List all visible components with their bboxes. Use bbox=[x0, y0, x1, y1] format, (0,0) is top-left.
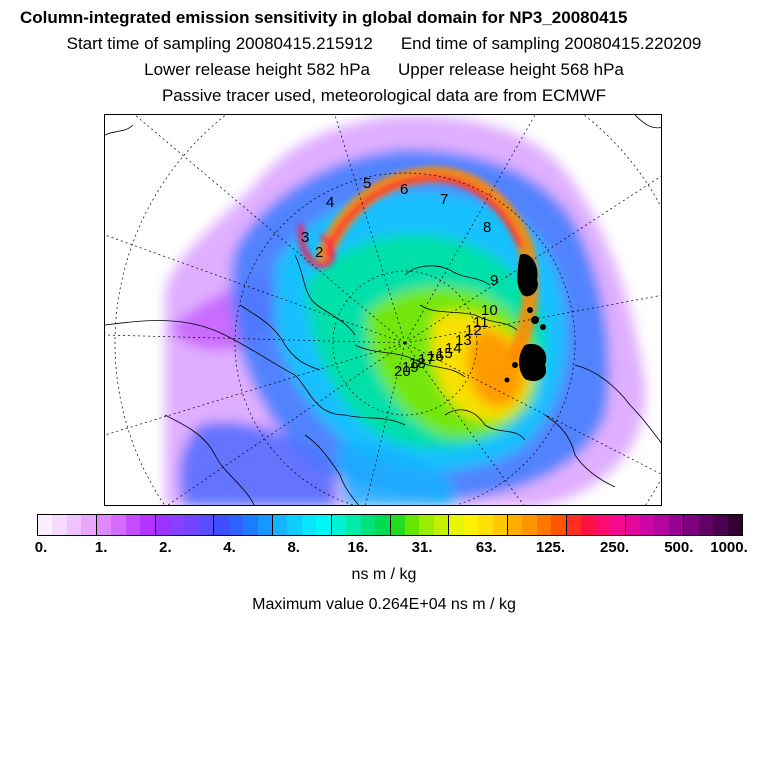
colorbar-segment bbox=[95, 515, 112, 535]
colorbar-segment bbox=[198, 515, 214, 535]
colorbar-segment bbox=[66, 515, 82, 535]
colorbar-tick-label: 2. bbox=[159, 539, 172, 556]
sampling-times: Start time of sampling 20080415.215912 En… bbox=[0, 34, 768, 54]
colorbar-segment bbox=[125, 515, 141, 535]
colorbar-units: ns m / kg bbox=[351, 566, 417, 583]
colorbar-segment bbox=[301, 515, 317, 535]
colorbar-tick-label: 250. bbox=[600, 539, 630, 556]
colorbar-segment bbox=[565, 515, 582, 535]
sensitivity-map: 5 6 7 4 8 3 2 9 10 11 12 13 14 15 16 17 … bbox=[104, 114, 662, 506]
traj-label-15: 15 bbox=[436, 345, 453, 362]
colorbar-segment bbox=[624, 515, 640, 535]
start-time: Start time of sampling 20080415.215912 bbox=[66, 34, 373, 53]
colorbar-segment bbox=[52, 515, 67, 535]
coastlines bbox=[105, 115, 661, 505]
traj-label-16: 16 bbox=[427, 348, 444, 365]
colorbar-segment bbox=[184, 515, 199, 535]
colorbar-segment bbox=[287, 515, 302, 535]
colorbar-segment bbox=[389, 515, 405, 535]
traj-label-12: 12 bbox=[465, 322, 482, 339]
colorbar-segment bbox=[610, 515, 625, 535]
release-heights: Lower release height 582 hPa Upper releas… bbox=[0, 60, 768, 80]
traj-label-11: 11 bbox=[473, 314, 489, 331]
colorbar-segment bbox=[375, 515, 390, 535]
traj-label-8: 8 bbox=[483, 219, 491, 236]
colorbar-segment bbox=[111, 515, 126, 535]
colorbar-segment bbox=[213, 515, 229, 535]
traj-label-20: 20 bbox=[394, 363, 411, 380]
tracer-note: Passive tracer used, meteorological data… bbox=[161, 86, 607, 105]
colorbar-segment bbox=[169, 515, 185, 535]
colorbar-segment bbox=[713, 515, 728, 535]
colorbar-segment bbox=[360, 515, 376, 535]
colorbar-segment bbox=[346, 515, 361, 535]
traj-label-6: 6 bbox=[400, 181, 408, 198]
colorbar-segment bbox=[140, 515, 155, 535]
colorbar-segment bbox=[581, 515, 596, 535]
colorbar-tick-label: 500. bbox=[664, 539, 694, 556]
colorbar-tick-label: 16. bbox=[347, 539, 369, 556]
colorbar-tick-label: 63. bbox=[475, 539, 497, 556]
colorbar-segment bbox=[154, 515, 170, 535]
colorbar-tick-label: 31. bbox=[411, 539, 433, 556]
colorbar-segment bbox=[243, 515, 258, 535]
colorbar-segment bbox=[492, 515, 507, 535]
upper-release-height: Upper release height 568 hPa bbox=[398, 60, 624, 79]
colorbar-segment bbox=[698, 515, 714, 535]
traj-label-7: 7 bbox=[440, 191, 448, 208]
colorbar-segment bbox=[316, 515, 331, 535]
traj-label-10: 10 bbox=[481, 302, 498, 319]
traj-label-14: 14 bbox=[445, 340, 462, 357]
colorbar-segment bbox=[478, 515, 493, 535]
traj-label-4: 4 bbox=[326, 194, 334, 211]
colorbar-tick-label: 1. bbox=[94, 539, 108, 556]
high-sensitivity-patches bbox=[504, 254, 547, 383]
colorbar-tick-label: 125. bbox=[535, 539, 566, 556]
colorbar-segment bbox=[272, 515, 288, 535]
colorbar-tick-label: 1000. bbox=[710, 539, 748, 556]
lower-release-height: Lower release height 582 hPa bbox=[144, 60, 370, 79]
traj-label-5: 5 bbox=[363, 175, 371, 192]
traj-label-2: 2 bbox=[315, 244, 323, 261]
colorbar-tick-label: 4. bbox=[223, 539, 236, 556]
colorbar-segment bbox=[507, 515, 523, 535]
colorbar-segment bbox=[81, 515, 96, 535]
colorbar-segment bbox=[228, 515, 244, 535]
traj-label-3: 3 bbox=[301, 229, 309, 246]
colorbar-segment bbox=[551, 515, 566, 535]
colorbar-segment bbox=[522, 515, 537, 535]
colorbar-segment bbox=[404, 515, 420, 535]
traj-label-17: 17 bbox=[418, 351, 435, 368]
colorbar-segment bbox=[727, 515, 742, 535]
colorbar-segment bbox=[330, 515, 347, 535]
traj-label-9: 9 bbox=[490, 272, 498, 289]
colorbar-segment bbox=[419, 515, 434, 535]
colorbar bbox=[37, 514, 743, 536]
colorbar-segment bbox=[448, 515, 464, 535]
colorbar-segment bbox=[683, 515, 699, 535]
colorbar-tick-label: 8. bbox=[287, 539, 300, 556]
colorbar-segment bbox=[654, 515, 669, 535]
traj-label-13: 13 bbox=[455, 332, 472, 349]
trajectory-labels: 5 6 7 4 8 3 2 9 10 11 12 13 14 15 16 17 … bbox=[301, 175, 498, 380]
maximum-value: Maximum value 0.264E+04 ns m / kg bbox=[252, 596, 516, 613]
colorbar-segment bbox=[668, 515, 684, 535]
colorbar-segment bbox=[463, 515, 479, 535]
colorbar-segment bbox=[38, 515, 53, 535]
end-time: End time of sampling 20080415.220209 bbox=[400, 34, 702, 53]
graticule bbox=[105, 115, 661, 505]
colorbar-segment bbox=[595, 515, 611, 535]
colorbar-segment bbox=[257, 515, 272, 535]
colorbar-segment bbox=[536, 515, 552, 535]
colorbar-tick-label: 0. bbox=[34, 539, 48, 556]
plot-title: Column-integrated emission sensitivity i… bbox=[20, 8, 628, 27]
colorbar-segment bbox=[639, 515, 655, 535]
colorbar-segment bbox=[433, 515, 449, 535]
emission-sensitivity-field bbox=[165, 115, 646, 505]
traj-label-19: 19 bbox=[402, 359, 419, 376]
traj-label-18: 18 bbox=[409, 355, 426, 372]
